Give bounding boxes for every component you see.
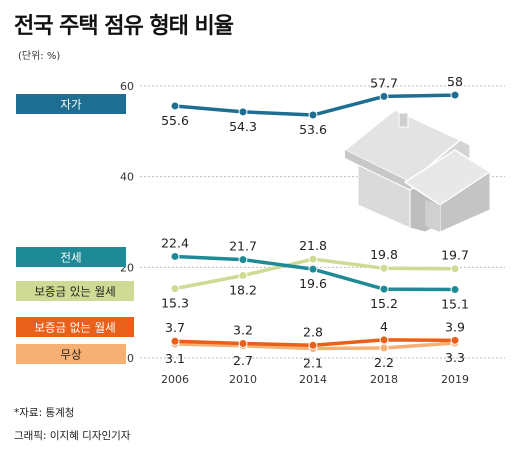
data-label: 2.2 (374, 355, 394, 370)
y-tick-label: 0 (127, 352, 134, 365)
data-label: 3.3 (445, 350, 465, 365)
data-label: 18.2 (229, 282, 257, 297)
data-point (170, 336, 180, 346)
data-label: 15.2 (370, 296, 398, 311)
series-layer (170, 90, 460, 353)
data-label: 15.1 (441, 297, 469, 312)
data-label: 57.7 (370, 75, 398, 90)
data-label: 2.1 (303, 355, 323, 370)
legend-label: 보증금 없는 월세 (34, 321, 115, 335)
data-label: 22.4 (161, 235, 189, 250)
data-label: 4 (380, 319, 388, 334)
data-point (170, 284, 180, 294)
data-point (170, 101, 180, 111)
legend-label: 보증금 있는 월세 (34, 285, 115, 299)
label-layer: 3.1 2.7 2.1 2.2 3.3 3.7 3.2 2.8 4 3.9 15.3 18.2 21.8… (161, 74, 469, 370)
data-point (308, 110, 318, 120)
data-point (238, 255, 248, 265)
data-label: 2.8 (303, 324, 323, 339)
data-point (450, 335, 460, 345)
data-label: 3.9 (445, 319, 465, 334)
data-label: 53.6 (299, 122, 327, 137)
data-label: 58 (447, 74, 463, 89)
data-point (238, 107, 248, 117)
legend-swatch (16, 281, 134, 301)
chart-title: 전국 주택 점유 형태 비율 (14, 14, 234, 39)
credit-note: 그래픽: 이지혜 디자인기자 (14, 430, 131, 442)
legend-swatch (16, 317, 134, 337)
data-label: 54.3 (229, 119, 257, 134)
data-point (379, 91, 389, 101)
data-point (170, 251, 180, 261)
data-point (379, 284, 389, 294)
data-label: 19.7 (441, 248, 469, 263)
data-label: 15.3 (161, 296, 189, 311)
data-label: 2.7 (233, 353, 253, 368)
data-label: 55.6 (161, 113, 189, 128)
data-point (238, 338, 248, 348)
data-label: 21.8 (299, 238, 327, 253)
data-label: 3.7 (165, 320, 185, 335)
legend-label: 전세 (60, 251, 81, 265)
data-label: 3.2 (233, 322, 253, 337)
legend-swatch (16, 247, 126, 267)
data-point (379, 343, 389, 353)
data-label: 3.1 (165, 351, 185, 366)
data-label: 19.8 (370, 247, 398, 262)
x-tick-label: 2010 (229, 373, 257, 386)
legend-swatch (16, 94, 126, 114)
y-tick-label: 40 (120, 171, 134, 184)
x-tick-label: 2014 (299, 373, 327, 386)
source-note: *자료: 통계청 (14, 407, 75, 419)
data-point (450, 285, 460, 295)
data-point (308, 254, 318, 264)
x-tick-label: 2019 (441, 373, 469, 386)
unit-note: (단위: %) (18, 51, 61, 62)
x-tick-label: 2006 (161, 373, 189, 386)
data-label: 21.7 (229, 239, 257, 254)
x-tick-label: 2018 (370, 373, 398, 386)
data-point (450, 264, 460, 274)
legend-label: 자가 (60, 98, 82, 112)
data-point (238, 270, 248, 280)
data-point (308, 340, 318, 350)
data-point (379, 263, 389, 273)
data-label: 19.6 (299, 276, 327, 291)
y-tick-label: 60 (120, 80, 134, 93)
legend-label: 무상 (60, 348, 82, 362)
data-point (308, 264, 318, 274)
legend-swatch (16, 344, 126, 364)
house-illustration (343, 109, 492, 233)
data-point (450, 90, 460, 100)
data-point (379, 335, 389, 345)
